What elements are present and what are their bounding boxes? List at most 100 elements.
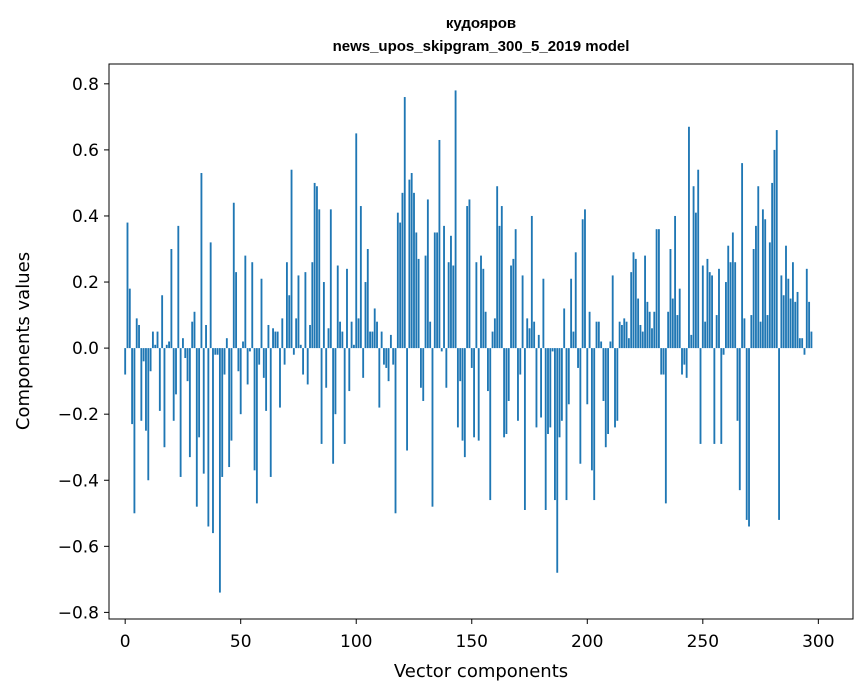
bar: [637, 298, 640, 349]
bar: [170, 249, 173, 349]
bar: [572, 331, 575, 349]
x-axis-label: Vector components: [394, 661, 568, 682]
bar: [205, 324, 207, 349]
bar: [473, 348, 475, 438]
bar: [242, 341, 244, 349]
bar: [246, 348, 249, 385]
bar: [380, 331, 383, 349]
bar: [586, 348, 589, 405]
bar: [590, 348, 593, 471]
bar: [172, 348, 175, 421]
bar: [602, 348, 605, 401]
bar: [364, 282, 367, 349]
bar: [175, 348, 177, 395]
bar: [422, 348, 425, 401]
chart-title-line-1: кудояров: [446, 15, 516, 32]
bar: [198, 348, 201, 438]
x-tick-label: 50: [230, 632, 252, 652]
bar: [191, 321, 194, 349]
bar: [403, 97, 406, 349]
bar: [357, 318, 360, 349]
bar: [177, 225, 180, 349]
bar: [371, 331, 374, 349]
bar: [135, 318, 138, 349]
bar: [463, 348, 466, 458]
bar: [396, 212, 399, 349]
bar: [676, 315, 679, 349]
bar: [223, 348, 226, 375]
bar: [621, 324, 623, 349]
bar: [133, 348, 136, 514]
bar: [445, 348, 448, 388]
bar: [678, 288, 681, 349]
bar: [359, 206, 362, 349]
bar: [433, 232, 436, 349]
bar: [558, 348, 561, 438]
bar: [669, 249, 672, 349]
bar: [443, 225, 445, 349]
bar: [336, 265, 339, 349]
bar: [265, 348, 268, 411]
bar: [376, 321, 378, 349]
bar: [149, 348, 152, 372]
bar: [565, 348, 568, 501]
bar: [260, 278, 263, 349]
bar: [147, 348, 150, 481]
bar: [789, 298, 792, 349]
bar: [484, 311, 487, 349]
bar: [290, 169, 293, 349]
bar: [773, 149, 776, 349]
bar: [218, 348, 221, 593]
bar: [341, 331, 344, 349]
bar: [549, 348, 552, 428]
bar: [468, 199, 471, 349]
bar: [526, 318, 529, 349]
bar: [627, 338, 630, 349]
bar: [288, 295, 291, 349]
bar: [493, 318, 496, 349]
bar: [593, 348, 596, 501]
bar: [470, 348, 473, 368]
bar: [348, 348, 351, 392]
bar: [318, 209, 321, 349]
bar: [581, 219, 584, 349]
bar: [329, 209, 332, 349]
bar: [346, 268, 348, 349]
bar: [600, 341, 603, 349]
bar: [764, 219, 767, 349]
bar: [810, 331, 813, 349]
bar: [551, 348, 554, 352]
bar: [447, 262, 450, 349]
y-tick-label: −0.4: [58, 471, 99, 491]
bar: [808, 301, 811, 349]
bar: [456, 348, 459, 428]
bar: [537, 334, 540, 349]
bar: [431, 348, 434, 507]
bar: [766, 315, 769, 349]
bar: [214, 348, 217, 355]
bar: [165, 344, 168, 349]
bar: [424, 255, 427, 349]
y-tick-label: −0.2: [58, 405, 99, 425]
bar: [279, 348, 281, 408]
bar: [426, 199, 429, 349]
bar: [316, 186, 318, 349]
bar: [235, 272, 238, 349]
x-tick-label: 0: [120, 632, 131, 652]
bar: [671, 298, 674, 349]
bar: [517, 348, 519, 421]
bar: [503, 348, 506, 438]
chart-title-line-2: news_upos_skipgram_300_5_2019 model: [333, 38, 630, 55]
bar: [694, 212, 697, 349]
bar: [667, 311, 670, 349]
bar: [450, 235, 452, 349]
y-axis-ticks: 0.8 0.6 0.4 0.2 0.0 −0.2 −0.4 −0.6 −0.8: [58, 75, 109, 623]
bar: [660, 348, 663, 375]
bar: [325, 348, 328, 388]
bar: [258, 348, 261, 365]
bar: [547, 348, 549, 434]
bar: [651, 328, 653, 349]
y-tick-label: −0.8: [58, 603, 99, 623]
bar: [249, 348, 251, 352]
